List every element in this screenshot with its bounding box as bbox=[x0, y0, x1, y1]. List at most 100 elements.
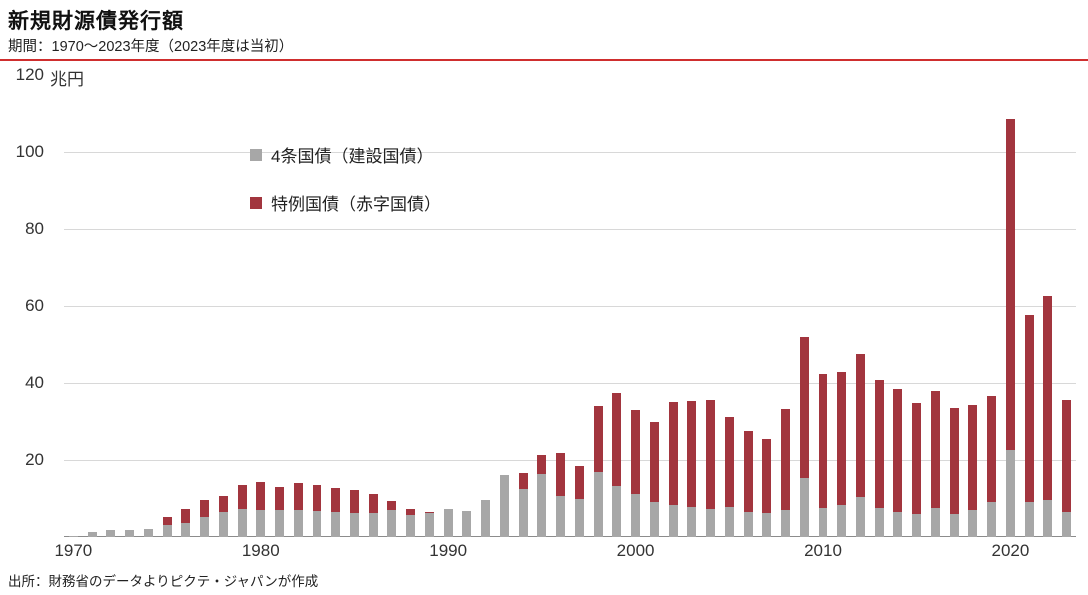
bar-special-bond bbox=[631, 409, 641, 495]
bar-construction-bond bbox=[406, 515, 416, 537]
bar-special-bond bbox=[1024, 314, 1034, 502]
bar-special-bond bbox=[706, 400, 716, 509]
bar-construction-bond bbox=[349, 512, 359, 537]
y-tick-label: 120 bbox=[15, 65, 44, 84]
bar-special-bond bbox=[781, 409, 790, 510]
bar-construction-bond bbox=[256, 510, 266, 537]
bar-special-bond bbox=[855, 354, 865, 497]
bar-construction-bond bbox=[499, 474, 509, 537]
legend-label-special-bond: 特例国債（赤字国債） bbox=[271, 195, 441, 214]
bar-construction-bond bbox=[837, 504, 847, 537]
bar-construction-bond bbox=[537, 473, 547, 537]
bar-special-bond bbox=[1043, 296, 1053, 501]
bar-special-bond bbox=[293, 483, 303, 511]
bar-construction-bond bbox=[649, 501, 659, 537]
bar-special-bond bbox=[237, 485, 247, 510]
bar-special-bond bbox=[743, 431, 753, 513]
bar-special-bond bbox=[687, 401, 697, 508]
x-tick-label: 2000 bbox=[616, 541, 655, 560]
bar-construction-bond bbox=[593, 471, 603, 537]
bar-special-bond bbox=[1005, 118, 1015, 450]
chart-title: 新規財源債発行額 bbox=[8, 10, 184, 33]
y-tick-label: 100 bbox=[15, 142, 44, 161]
gridline bbox=[64, 383, 1076, 384]
legend-swatch-construction-bond bbox=[250, 148, 262, 161]
bar-construction-bond bbox=[200, 517, 210, 537]
bar-special-bond bbox=[537, 455, 547, 474]
x-tick-label: 1970 bbox=[54, 541, 93, 560]
gridline bbox=[64, 460, 1076, 461]
bar-construction-bond bbox=[781, 509, 790, 537]
bar-construction-bond bbox=[331, 512, 341, 537]
bar-construction-bond bbox=[1043, 500, 1053, 537]
y-tick-label: 40 bbox=[25, 373, 44, 392]
bar-special-bond bbox=[518, 473, 528, 490]
bar-special-bond bbox=[181, 509, 191, 523]
bar-construction-bond bbox=[162, 524, 172, 537]
y-tick-label: 60 bbox=[25, 296, 44, 315]
legend-label-construction-bond: 4条国債（建設国債） bbox=[271, 147, 434, 166]
bar-special-bond bbox=[387, 500, 397, 511]
bar-construction-bond bbox=[106, 529, 116, 537]
bar-construction-bond bbox=[724, 507, 734, 537]
bar-special-bond bbox=[162, 516, 172, 525]
bar-construction-bond bbox=[443, 508, 453, 537]
bar-special-bond bbox=[949, 407, 959, 514]
bar-special-bond bbox=[349, 489, 359, 513]
legend-item-special-bond: 特例国債（赤字国債） bbox=[250, 190, 441, 215]
bar-construction-bond bbox=[687, 507, 697, 537]
chart-subtitle: 期間：1970〜2023年度（2023年度は当初） bbox=[8, 39, 294, 55]
bar-construction-bond bbox=[125, 530, 135, 537]
bar-special-bond bbox=[724, 416, 734, 508]
gridline bbox=[64, 306, 1076, 307]
bar-construction-bond bbox=[481, 500, 491, 537]
bar-construction-bond bbox=[237, 509, 247, 537]
bar-construction-bond bbox=[631, 494, 641, 537]
x-tick-label: 1990 bbox=[429, 541, 468, 560]
gridline bbox=[64, 229, 1076, 230]
bar-special-bond bbox=[668, 402, 678, 506]
legend: 4条国債（建設国債） 特例国債（赤字国債） bbox=[250, 142, 441, 238]
bar-construction-bond bbox=[893, 511, 903, 537]
bar-special-bond bbox=[312, 485, 322, 512]
bar-construction-bond bbox=[855, 496, 865, 537]
bar-construction-bond bbox=[818, 507, 828, 537]
x-tick-label: 2010 bbox=[804, 541, 842, 560]
bar-construction-bond bbox=[556, 495, 566, 537]
bar-special-bond bbox=[762, 439, 772, 514]
bar-special-bond bbox=[424, 511, 434, 513]
bar-special-bond bbox=[593, 406, 603, 472]
bar-special-bond bbox=[930, 390, 940, 509]
bar-construction-bond bbox=[275, 510, 284, 537]
bar-construction-bond bbox=[218, 512, 228, 537]
bar-construction-bond bbox=[181, 522, 191, 537]
bar-construction-bond bbox=[968, 510, 978, 537]
bar-special-bond bbox=[368, 493, 378, 513]
bar-special-bond bbox=[406, 509, 416, 516]
header-divider bbox=[0, 59, 1088, 61]
bar-construction-bond bbox=[424, 512, 434, 537]
bar-special-bond bbox=[612, 392, 622, 487]
bar-special-bond bbox=[874, 379, 884, 508]
bar-special-bond bbox=[1062, 399, 1072, 512]
gridline bbox=[64, 152, 1076, 153]
bar-construction-bond bbox=[312, 511, 322, 537]
bar-construction-bond bbox=[706, 508, 716, 537]
bar-construction-bond bbox=[612, 486, 622, 537]
bar-special-bond bbox=[799, 336, 809, 479]
bar-construction-bond bbox=[930, 508, 940, 537]
bar-special-bond bbox=[968, 404, 978, 511]
x-tick-label: 1980 bbox=[241, 541, 280, 560]
bar-special-bond bbox=[893, 388, 903, 512]
bar-construction-bond bbox=[949, 513, 959, 537]
bar-special-bond bbox=[331, 487, 341, 513]
bar-construction-bond bbox=[668, 505, 678, 537]
plot-area bbox=[64, 75, 1076, 537]
bar-construction-bond bbox=[293, 510, 303, 537]
legend-swatch-special-bond bbox=[250, 196, 262, 209]
bar-construction-bond bbox=[462, 511, 472, 537]
bar-construction-bond bbox=[368, 512, 378, 537]
bar-special-bond bbox=[200, 500, 210, 518]
legend-item-construction-bond: 4条国債（建設国債） bbox=[250, 142, 441, 167]
